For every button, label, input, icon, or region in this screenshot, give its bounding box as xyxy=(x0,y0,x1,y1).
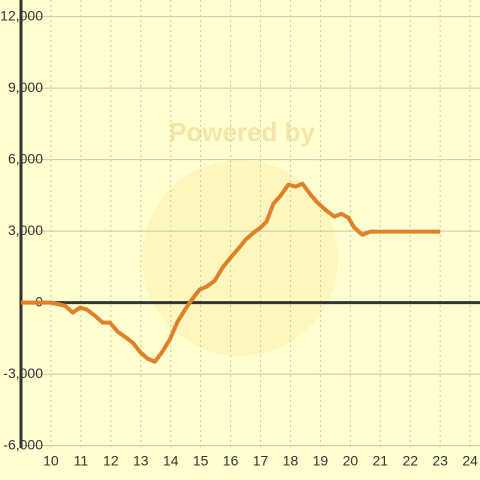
y-tick-label: -6,000 xyxy=(3,436,43,452)
x-tick-label: 10 xyxy=(43,453,59,469)
y-tick-label: 3,000 xyxy=(8,222,43,238)
x-tick-label: 13 xyxy=(133,453,149,469)
y-tick-label: -3,000 xyxy=(3,365,43,381)
watermark: Powered by xyxy=(169,117,315,147)
watermark-logo xyxy=(142,160,338,356)
x-tick-label: 11 xyxy=(74,453,89,469)
y-tick-label: 9,000 xyxy=(8,79,43,95)
x-tick-label: 24 xyxy=(462,453,478,469)
x-tick-label: 21 xyxy=(373,453,389,469)
x-tick-label: 20 xyxy=(343,453,359,469)
x-tick-label: 22 xyxy=(402,453,418,469)
y-tick-label: 6,000 xyxy=(8,150,43,166)
x-tick-label: 23 xyxy=(432,453,448,469)
x-tick-label: 18 xyxy=(283,453,299,469)
x-tick-label: 12 xyxy=(103,453,119,469)
x-tick-label: 14 xyxy=(163,453,179,469)
data-line xyxy=(21,181,441,364)
x-tick-label: 19 xyxy=(313,453,329,469)
x-tick-label: 17 xyxy=(253,453,269,469)
x-tick-label: 16 xyxy=(223,453,239,469)
x-tick-label: 15 xyxy=(193,453,209,469)
